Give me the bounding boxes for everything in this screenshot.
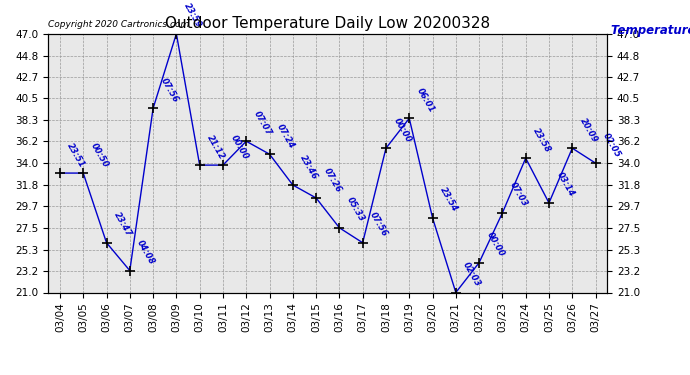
Text: 02:03: 02:03	[462, 261, 482, 288]
Text: 00:00: 00:00	[391, 116, 413, 144]
Text: 00:00: 00:00	[228, 133, 250, 161]
Text: 20:09: 20:09	[578, 116, 599, 144]
Title: Outdoor Temperature Daily Low 20200328: Outdoor Temperature Daily Low 20200328	[165, 16, 491, 31]
Text: 00:50: 00:50	[89, 141, 110, 169]
Text: 07:03: 07:03	[508, 181, 529, 209]
Text: 06:01: 06:01	[415, 86, 436, 114]
Text: 02:05: 02:05	[601, 131, 622, 159]
Text: 23:58: 23:58	[531, 126, 553, 154]
Text: 23:46: 23:46	[298, 153, 319, 181]
Text: 07:26: 07:26	[322, 166, 343, 194]
Text: 07:56: 07:56	[368, 211, 389, 238]
Text: 23:51: 23:51	[66, 141, 87, 169]
Text: 07:56: 07:56	[159, 76, 180, 104]
Text: 07:24: 07:24	[275, 122, 296, 150]
Text: 23:47: 23:47	[112, 211, 133, 238]
Text: Temperature (°F): Temperature (°F)	[611, 24, 690, 38]
Text: 00:00: 00:00	[484, 231, 506, 258]
Text: 23:54: 23:54	[438, 186, 460, 214]
Text: 07:07: 07:07	[252, 109, 273, 137]
Text: 05:33: 05:33	[345, 196, 366, 223]
Text: 23:59: 23:59	[182, 2, 203, 30]
Text: 03:14: 03:14	[555, 171, 575, 199]
Text: 21:12: 21:12	[205, 133, 226, 161]
Text: Copyright 2020 Cartronics.com: Copyright 2020 Cartronics.com	[48, 20, 190, 28]
Text: 04:08: 04:08	[135, 238, 157, 267]
